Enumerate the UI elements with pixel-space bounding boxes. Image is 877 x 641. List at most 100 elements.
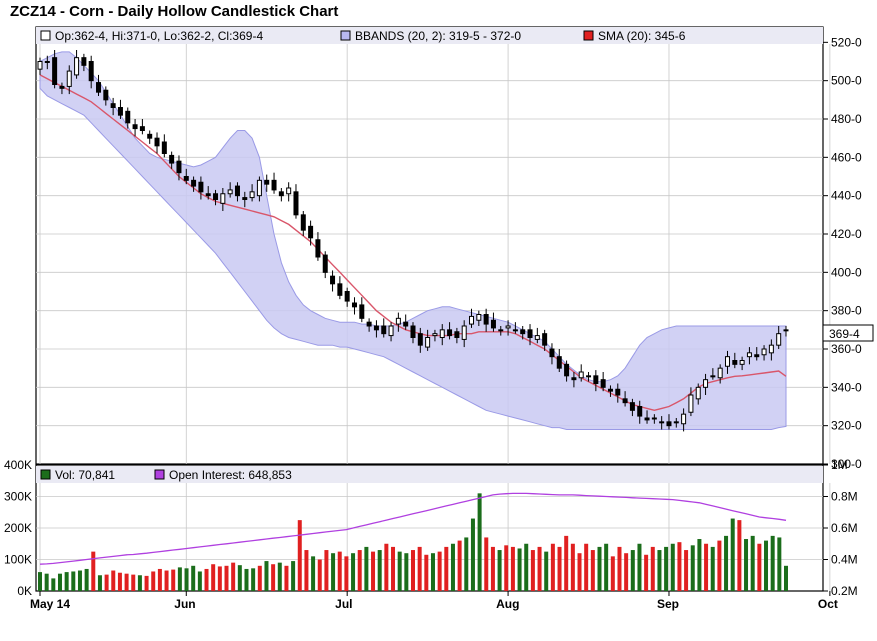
oi-tick-label: 0.8M xyxy=(831,490,858,504)
candle-body xyxy=(695,386,701,400)
candle-body xyxy=(432,333,438,337)
candle-body xyxy=(154,137,160,147)
candle-body xyxy=(556,356,562,369)
volume-bar xyxy=(550,543,555,591)
candle-body xyxy=(176,160,182,174)
volume-bar xyxy=(677,542,682,591)
volume-bar xyxy=(51,578,56,591)
candle-body xyxy=(564,363,570,377)
candle-body xyxy=(703,379,709,388)
volume-bar xyxy=(684,550,689,591)
candle-body xyxy=(439,329,445,339)
volume-bar xyxy=(557,546,562,591)
candle-body xyxy=(776,333,782,346)
ohlc-legend: Op:362-4, Hi:371-0, Lo:362-2, Cl:369-4 xyxy=(55,29,263,43)
volume-bar xyxy=(151,571,156,591)
bbands-legend-swatch xyxy=(340,30,351,41)
candle-body xyxy=(505,325,511,329)
volume-bar xyxy=(670,543,675,591)
candle-body xyxy=(139,126,145,131)
volume-bar xyxy=(450,543,455,591)
volume-bar xyxy=(437,551,442,591)
volume-bar xyxy=(384,543,389,591)
volume-bar xyxy=(337,551,342,591)
volume-bar xyxy=(124,573,129,591)
candle-body xyxy=(351,302,357,308)
open-interest-path xyxy=(39,492,787,565)
candle-body xyxy=(52,57,58,86)
oi-tick-label: 1M xyxy=(831,458,848,472)
candle-body xyxy=(125,110,131,124)
candle-body xyxy=(534,335,540,340)
candle-body xyxy=(132,124,138,130)
price-tick-label: 480-0 xyxy=(831,112,862,126)
volume-bar xyxy=(357,550,362,591)
oi-tick-label: 0.4M xyxy=(831,553,858,567)
bollinger-bands xyxy=(39,51,787,430)
candle-body xyxy=(607,388,613,392)
volume-bar xyxy=(784,565,788,591)
candle-body xyxy=(644,417,650,421)
price-tick-label: 380-0 xyxy=(831,304,862,318)
volume-bar xyxy=(497,550,502,591)
candle-body xyxy=(651,417,657,420)
volume-bar xyxy=(177,567,182,591)
volume-bar xyxy=(777,537,782,591)
candle-body xyxy=(66,70,72,87)
candle-body xyxy=(366,321,372,327)
volume-bar xyxy=(257,565,262,591)
volume-tick-label: 300K xyxy=(4,490,32,504)
volume-y-axis: 400K 300K 200K 100K 0K xyxy=(4,458,32,598)
price-tick-label: 360-0 xyxy=(831,342,862,356)
volume-bar xyxy=(217,566,222,591)
volume-bar xyxy=(524,543,529,591)
candle-body xyxy=(520,329,526,335)
volume-bar xyxy=(137,575,142,591)
volume-bar xyxy=(644,554,649,591)
candle-body xyxy=(381,325,387,335)
volume-legend-band xyxy=(36,466,823,483)
volume-bar xyxy=(484,537,489,591)
candle-body xyxy=(710,375,716,378)
volume-bar xyxy=(224,565,229,591)
volume-bar xyxy=(264,561,269,591)
volume-bar xyxy=(284,565,289,591)
volume-bar xyxy=(344,556,349,591)
volume-bar xyxy=(417,546,422,591)
candle-body xyxy=(220,193,226,204)
volume-bar xyxy=(457,540,462,591)
volume-bar xyxy=(377,550,382,591)
volume-bar xyxy=(610,556,615,591)
last-price-badge xyxy=(822,324,874,342)
x-axis: May 14 Jun Jul Aug Sep Oct xyxy=(30,591,838,611)
volume-bar xyxy=(84,568,89,591)
volume-bar xyxy=(304,550,309,591)
candle-body xyxy=(637,406,643,417)
candle-body xyxy=(476,314,482,321)
candle-body xyxy=(615,388,621,396)
volume-bar xyxy=(211,564,216,591)
volume-bar xyxy=(530,550,535,591)
volume-bar xyxy=(91,551,96,591)
volume-bar xyxy=(724,535,729,591)
vol-legend-swatch xyxy=(40,469,51,480)
candle-body xyxy=(74,57,80,76)
volume-bar xyxy=(317,559,322,591)
candle-body xyxy=(410,325,416,338)
volume-bar xyxy=(64,572,69,591)
oi-tick-label: 0.6M xyxy=(831,521,858,535)
volume-tick-label: 0K xyxy=(17,584,32,598)
sma-legend-swatch xyxy=(583,30,594,41)
candle-body xyxy=(388,325,394,337)
volume-tick-label: 200K xyxy=(4,521,32,535)
candle-body xyxy=(659,421,665,424)
candle-body xyxy=(117,107,123,116)
volume-bar xyxy=(637,543,642,591)
candle-body xyxy=(344,291,350,302)
volume-bar xyxy=(351,553,356,591)
volume-bar xyxy=(311,556,316,591)
volume-bar xyxy=(191,565,196,591)
volume-bar xyxy=(271,564,276,591)
candle-body xyxy=(395,317,401,325)
